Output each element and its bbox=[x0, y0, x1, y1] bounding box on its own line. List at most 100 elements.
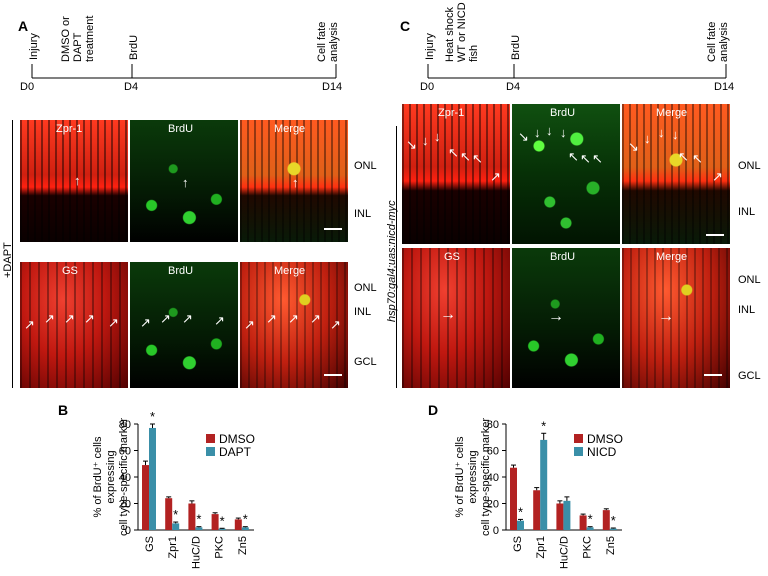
arrow-icon: ↗ bbox=[24, 317, 35, 332]
panel-letter-b: B bbox=[58, 402, 69, 418]
arrow-icon: ↗ bbox=[44, 311, 55, 326]
timeline-c-day-0: D0 bbox=[420, 81, 435, 93]
micrograph-a-gs: GS ↗ ↗ ↗ ↗ ↗ bbox=[20, 262, 128, 388]
micrograph-c-gs-brdu: BrdU → bbox=[512, 248, 620, 388]
scale-bar bbox=[324, 374, 342, 376]
legend-label: DMSO bbox=[219, 432, 255, 446]
legend-label: DMSO bbox=[587, 432, 623, 446]
y-tick-label: 0 bbox=[493, 525, 499, 537]
micrograph-c-gs-merge: Merge → bbox=[622, 248, 730, 388]
arrow-icon: ↗ bbox=[266, 311, 277, 326]
channel-label: BrdU bbox=[168, 265, 194, 277]
micrograph-a-brdu: BrdU ↑ bbox=[130, 120, 238, 242]
timeline-a-event-injury: Injury bbox=[28, 33, 40, 60]
condition-label-c: hsp70:gal4;uas:nicd-myc bbox=[386, 200, 398, 322]
timeline-c-event-analysis: Cell fate analysis bbox=[706, 21, 730, 62]
bar-dmso bbox=[556, 503, 564, 530]
significance-star: * bbox=[518, 504, 523, 519]
arrow-icon: ↘ bbox=[628, 139, 639, 154]
x-tick-label: Zn5 bbox=[237, 536, 249, 555]
x-tick-label: GS bbox=[144, 536, 156, 552]
legend-swatch bbox=[574, 447, 583, 456]
channel-label: Zpr-1 bbox=[56, 123, 83, 135]
arrow-icon: → bbox=[658, 308, 674, 325]
x-tick-label: PKC bbox=[214, 536, 226, 559]
x-tick-label: PKC bbox=[582, 536, 594, 559]
timeline-c-day-14: D14 bbox=[714, 81, 735, 93]
micrograph-c-brdu: BrdU ↘ ↓ ↓ ↓ ↖ ↖ ↖ bbox=[512, 104, 620, 244]
panel-letter-d: D bbox=[428, 402, 439, 418]
timeline-c-day-4: D4 bbox=[506, 81, 521, 93]
condition-bracket-a bbox=[12, 120, 13, 388]
significance-star: * bbox=[541, 418, 546, 433]
y-tick-label: 20 bbox=[487, 499, 499, 511]
y-tick-label: 60 bbox=[487, 446, 499, 458]
bar-dapt bbox=[172, 523, 180, 530]
arrow-icon: ↗ bbox=[214, 313, 225, 328]
layer-label-onl: ONL bbox=[354, 160, 377, 172]
x-tick-label: Zn5 bbox=[605, 536, 617, 555]
bar-nicd bbox=[609, 528, 617, 530]
y-tick-label: 80 bbox=[487, 419, 499, 431]
bar-dmso bbox=[234, 519, 242, 530]
x-tick-label: HuC/D bbox=[190, 536, 202, 569]
bar-dmso bbox=[579, 515, 587, 530]
legend-swatch bbox=[206, 434, 215, 443]
legend-label: DAPT bbox=[219, 445, 252, 459]
arrow-icon: ↑ bbox=[292, 175, 299, 190]
arrow-icon: ↖ bbox=[580, 151, 591, 166]
micrograph-a-zpr1: Zpr-1 ↑ bbox=[20, 120, 128, 242]
y-tick-label: 20 bbox=[119, 499, 131, 511]
significance-star: * bbox=[150, 410, 155, 424]
channel-label: Merge bbox=[274, 265, 306, 277]
significance-star: * bbox=[220, 513, 225, 528]
bar-dmso bbox=[533, 490, 541, 530]
significance-star: * bbox=[588, 512, 593, 527]
bar-dmso bbox=[188, 503, 196, 530]
scale-bar bbox=[704, 374, 722, 376]
timeline-c-event-heatshock: Heat shock WT or NICD fish bbox=[444, 2, 480, 62]
arrow-icon: ↓ bbox=[672, 127, 679, 142]
channel-label: BrdU bbox=[550, 251, 576, 263]
channel-label: Merge bbox=[274, 123, 306, 135]
arrow-icon: ↗ bbox=[64, 311, 75, 326]
bar-nicd bbox=[517, 520, 524, 530]
arrow-icon: ↗ bbox=[244, 317, 255, 332]
arrow-icon: ↖ bbox=[460, 149, 471, 164]
arrow-icon: ↘ bbox=[406, 137, 417, 152]
bar-dapt bbox=[218, 528, 226, 530]
channel-label: BrdU bbox=[550, 107, 576, 119]
arrow-icon: ↗ bbox=[310, 311, 321, 326]
x-tick-label: Zpr1 bbox=[535, 536, 547, 559]
arrow-icon: ↓ bbox=[644, 131, 651, 146]
timeline-a bbox=[31, 64, 337, 79]
x-tick-label: GS bbox=[512, 536, 524, 552]
channel-label: GS bbox=[444, 251, 460, 263]
bar-dapt bbox=[195, 527, 203, 530]
arrow-icon: ↗ bbox=[490, 169, 501, 184]
timeline-a-day-0: D0 bbox=[20, 81, 35, 93]
arrow-icon: ↓ bbox=[560, 125, 567, 140]
bar-dapt bbox=[149, 427, 156, 530]
condition-label-a: +DAPT bbox=[2, 242, 14, 278]
channel-label: GS bbox=[62, 265, 78, 277]
micrograph-a-merge: Merge ↑ bbox=[240, 120, 348, 242]
y-tick-label: 0 bbox=[125, 525, 131, 537]
arrow-icon: → bbox=[548, 308, 564, 325]
bar-dmso bbox=[602, 510, 610, 530]
micrograph-a-gs-brdu: BrdU ↗ ↗ ↗ ↗ bbox=[130, 262, 238, 388]
arrow-icon: ↓ bbox=[534, 125, 541, 140]
arrow-icon: ↖ bbox=[692, 151, 703, 166]
arrow-icon: ↗ bbox=[108, 315, 119, 330]
y-tick-label: 40 bbox=[487, 472, 499, 484]
arrow-icon: ↗ bbox=[140, 315, 151, 330]
arrow-icon: ↖ bbox=[592, 151, 603, 166]
arrow-icon: ↓ bbox=[434, 129, 441, 144]
timeline-a-event-analysis: Cell fate analysis bbox=[316, 21, 340, 62]
arrow-icon: ↖ bbox=[448, 145, 459, 160]
timeline-a-event-treatment: DMSO or DAPT treatment bbox=[60, 15, 96, 62]
arrow-icon: ↘ bbox=[518, 129, 529, 144]
arrow-icon: → bbox=[440, 306, 456, 323]
arrow-icon: ↗ bbox=[330, 317, 341, 332]
timeline-c-event-injury: Injury bbox=[424, 33, 436, 60]
